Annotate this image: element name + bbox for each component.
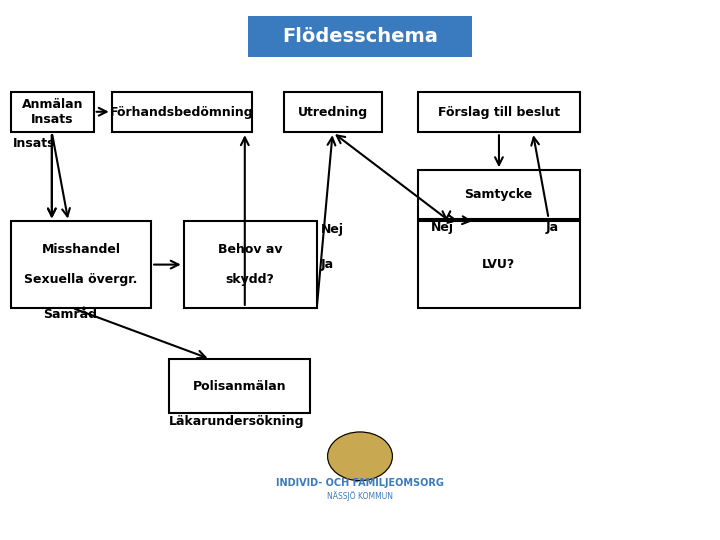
FancyBboxPatch shape	[284, 92, 382, 132]
FancyBboxPatch shape	[418, 92, 580, 132]
Text: Läkarundersökning: Läkarundersökning	[169, 415, 305, 428]
Text: Utredning: Utredning	[298, 105, 368, 119]
Text: Misshandel

Sexuella övergr.: Misshandel Sexuella övergr.	[24, 243, 138, 286]
FancyBboxPatch shape	[112, 92, 252, 132]
Text: NÄSSJÖ KOMMUN: NÄSSJÖ KOMMUN	[327, 491, 393, 501]
Text: Ja: Ja	[546, 221, 559, 234]
FancyBboxPatch shape	[169, 359, 310, 413]
Text: Förslag till beslut: Förslag till beslut	[438, 105, 559, 119]
FancyBboxPatch shape	[11, 221, 151, 308]
Text: Förhandsbedömning: Förhandsbedömning	[110, 105, 253, 119]
Text: Behov av

skydd?: Behov av skydd?	[218, 243, 282, 286]
FancyBboxPatch shape	[11, 92, 94, 132]
Text: INDIVID- OCH FAMILJEOMSORG: INDIVID- OCH FAMILJEOMSORG	[276, 478, 444, 488]
Text: Nej: Nej	[320, 223, 343, 236]
Text: Ja: Ja	[320, 258, 333, 271]
Text: Samtycke: Samtycke	[464, 188, 533, 201]
Text: Polisanmälan: Polisanmälan	[192, 380, 287, 393]
Text: Insats: Insats	[13, 137, 55, 150]
Circle shape	[328, 432, 392, 481]
Text: Samråd: Samråd	[43, 308, 97, 321]
FancyBboxPatch shape	[418, 221, 580, 308]
Text: Nej: Nej	[431, 221, 454, 234]
FancyBboxPatch shape	[184, 221, 317, 308]
Text: Flödesschema: Flödesschema	[282, 27, 438, 46]
Text: Anmälan
Insats: Anmälan Insats	[22, 98, 83, 126]
FancyBboxPatch shape	[248, 16, 472, 57]
FancyBboxPatch shape	[418, 170, 580, 219]
Text: LVU?: LVU?	[482, 258, 516, 271]
